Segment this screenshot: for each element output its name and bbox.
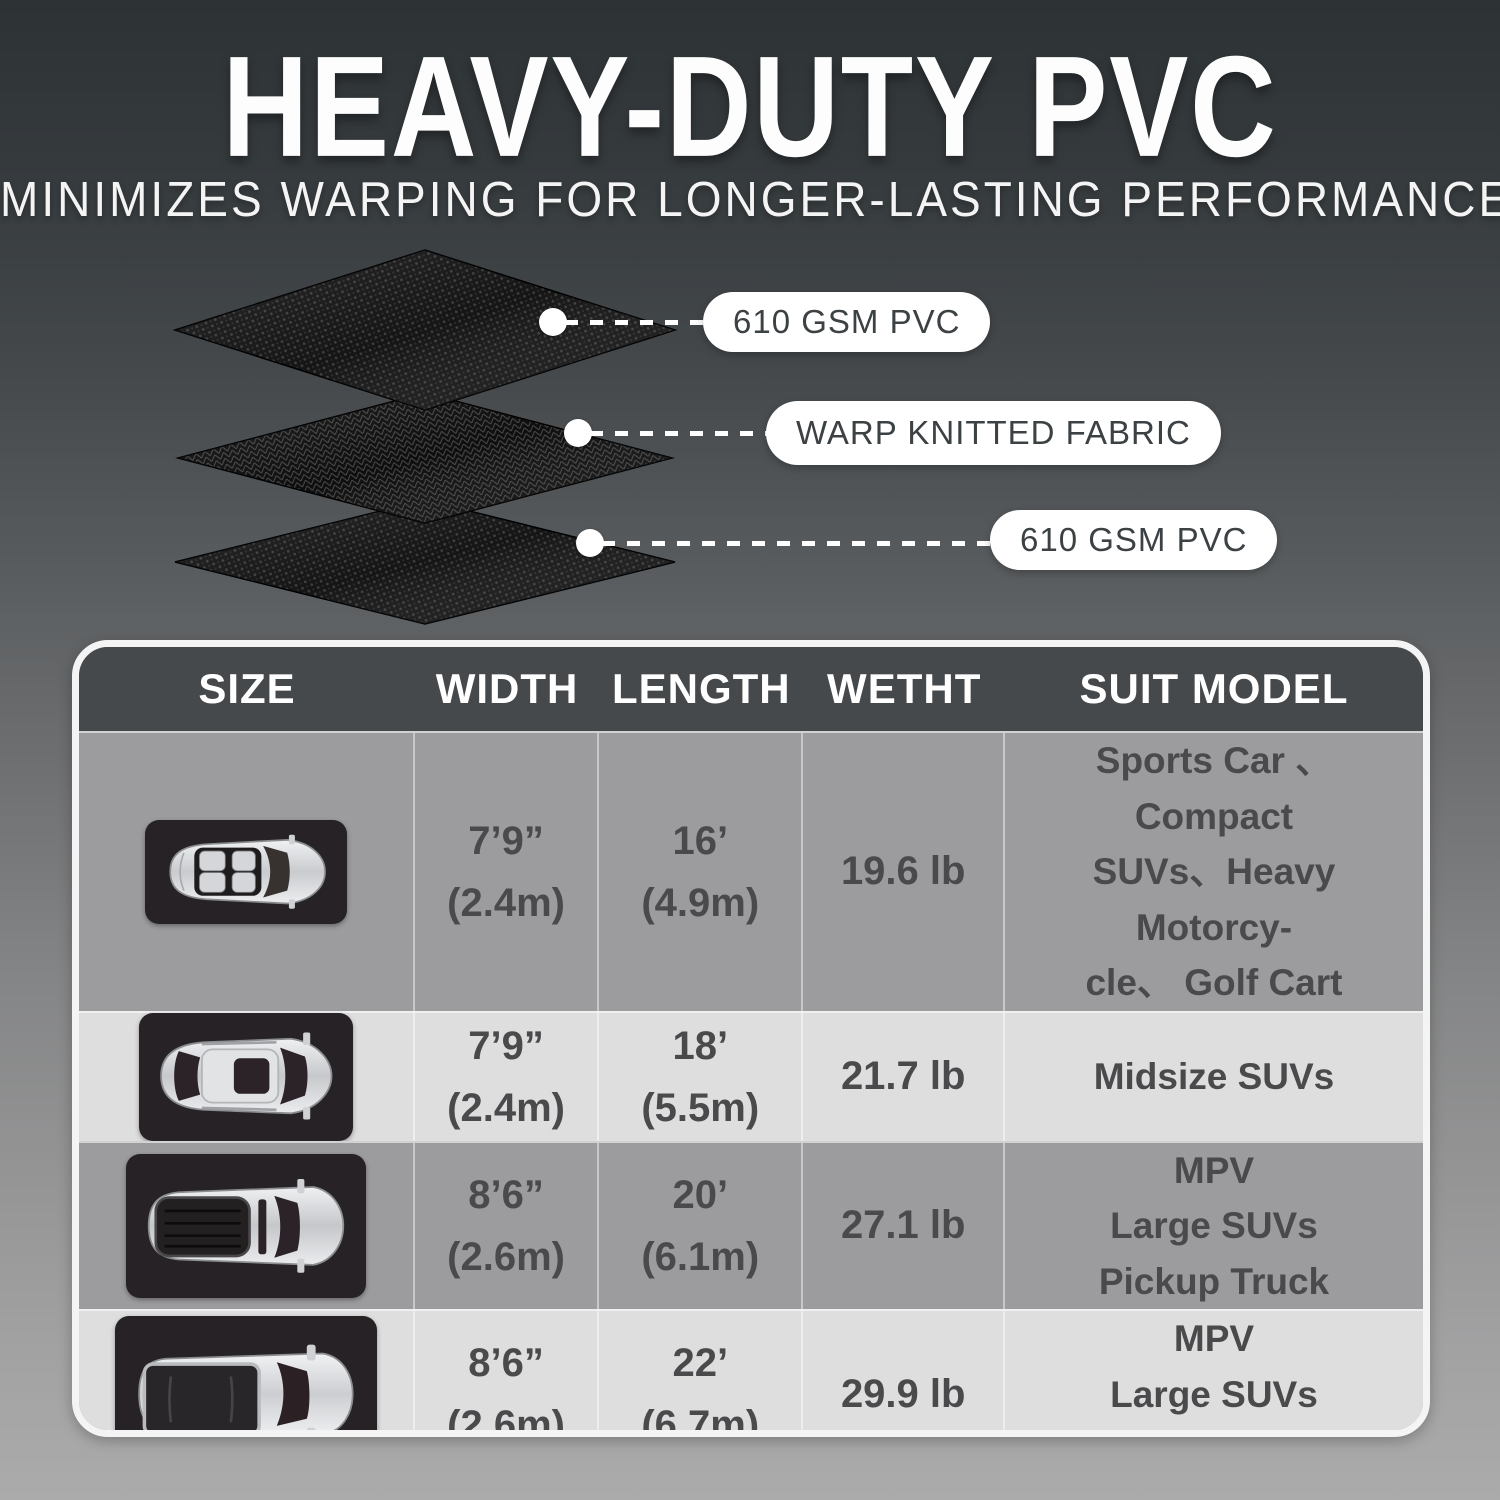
size-cell <box>79 1311 415 1430</box>
vehicle-thumbnail <box>145 819 347 924</box>
size-cell <box>79 733 415 1011</box>
size-cell <box>79 1012 415 1141</box>
table-row: 8’6” (2.6m) 22’ (6.7m) 29.9 lb MPV Large… <box>79 1309 1423 1430</box>
header-length: LENGTH <box>611 665 791 712</box>
suit-model-cell: Midsize SUVs <box>1093 1055 1335 1097</box>
table-header-row: SIZE WIDTH LENGTH WETHT SUIT MODEL <box>79 647 1423 731</box>
pvc-top-layer <box>172 249 678 411</box>
weight-cell: 19.6 lb <box>803 733 1005 1011</box>
callout-dashed-line-top <box>565 320 705 325</box>
page-subtitle: MINIMIZES WARPING FOR LONGER-LASTING PER… <box>0 171 1500 227</box>
length-cell: 22’ (6.7m) <box>599 1311 804 1430</box>
callout-label-top: 610 GSM PVC <box>703 292 991 352</box>
pickup-truck-icon <box>147 1178 345 1273</box>
weight-cell: 29.9 lb <box>803 1311 1005 1430</box>
width-cell: 7’9” (2.4m) <box>415 733 600 1011</box>
length-cell: 16’ (4.9m) <box>599 733 804 1011</box>
weight-cell: 21.7 lb <box>803 1012 1005 1141</box>
pvc-bottom-layer <box>174 499 676 625</box>
callout-dashed-line-middle <box>590 431 768 436</box>
header-width: WIDTH <box>435 665 579 712</box>
callout-label-middle: WARP KNITTED FABRIC <box>766 401 1221 465</box>
midsize-suv-icon <box>159 1032 333 1120</box>
size-cell <box>79 1142 415 1309</box>
vehicle-thumbnail <box>139 1012 353 1141</box>
page-title: HEAVY-DUTY PVC <box>222 26 1278 188</box>
width-cell: 8’6” (2.6m) <box>415 1142 600 1309</box>
suit-model-cell: MPV Large SUVs Pickup Truck <box>1099 1318 1329 1430</box>
length-cell: 20’ (6.1m) <box>599 1142 804 1309</box>
callout-dot-bottom <box>576 529 604 557</box>
size-spec-table: SIZE WIDTH LENGTH WETHT SUIT MODEL <box>72 640 1430 1437</box>
convertible-sports-car-icon <box>169 834 326 909</box>
header-suit-model: SUIT MODEL <box>1079 665 1349 712</box>
header-weight: WETHT <box>827 665 982 712</box>
callout-dot-top <box>539 308 567 336</box>
callout-label-bottom: 610 GSM PVC <box>990 510 1278 570</box>
weight-cell: 27.1 lb <box>803 1142 1005 1309</box>
table-row: 7’9” (2.4m) 16’ (4.9m) 19.6 lb Sports Ca… <box>79 731 1423 1011</box>
table-row: 7’9” (2.4m) 18’ (5.5m) 21.7 lb Midsize S… <box>79 1010 1423 1141</box>
callout-dot-middle <box>564 419 592 447</box>
table-row: 8’6” (2.6m) 20’ (6.1m) 27.1 lb MPV Large… <box>79 1140 1423 1309</box>
warp-knitted-fabric-layer <box>175 392 675 524</box>
length-cell: 18’ (5.5m) <box>599 1012 804 1141</box>
header-size: SIZE <box>198 665 296 712</box>
vehicle-thumbnail <box>115 1316 377 1430</box>
suit-model-cell: Sports Car 、 Compact SUVs、Heavy Motorcy-… <box>1085 740 1343 1003</box>
callout-dashed-line-bottom <box>602 541 992 546</box>
material-layers-diagram <box>172 249 678 625</box>
width-cell: 7’9” (2.4m) <box>415 1012 600 1141</box>
width-cell: 8’6” (2.6m) <box>415 1311 600 1430</box>
suit-model-cell: MPV Large SUVs Pickup Truck <box>1098 1149 1330 1302</box>
large-pickup-truck-icon <box>138 1344 354 1430</box>
vehicle-thumbnail <box>126 1153 366 1298</box>
